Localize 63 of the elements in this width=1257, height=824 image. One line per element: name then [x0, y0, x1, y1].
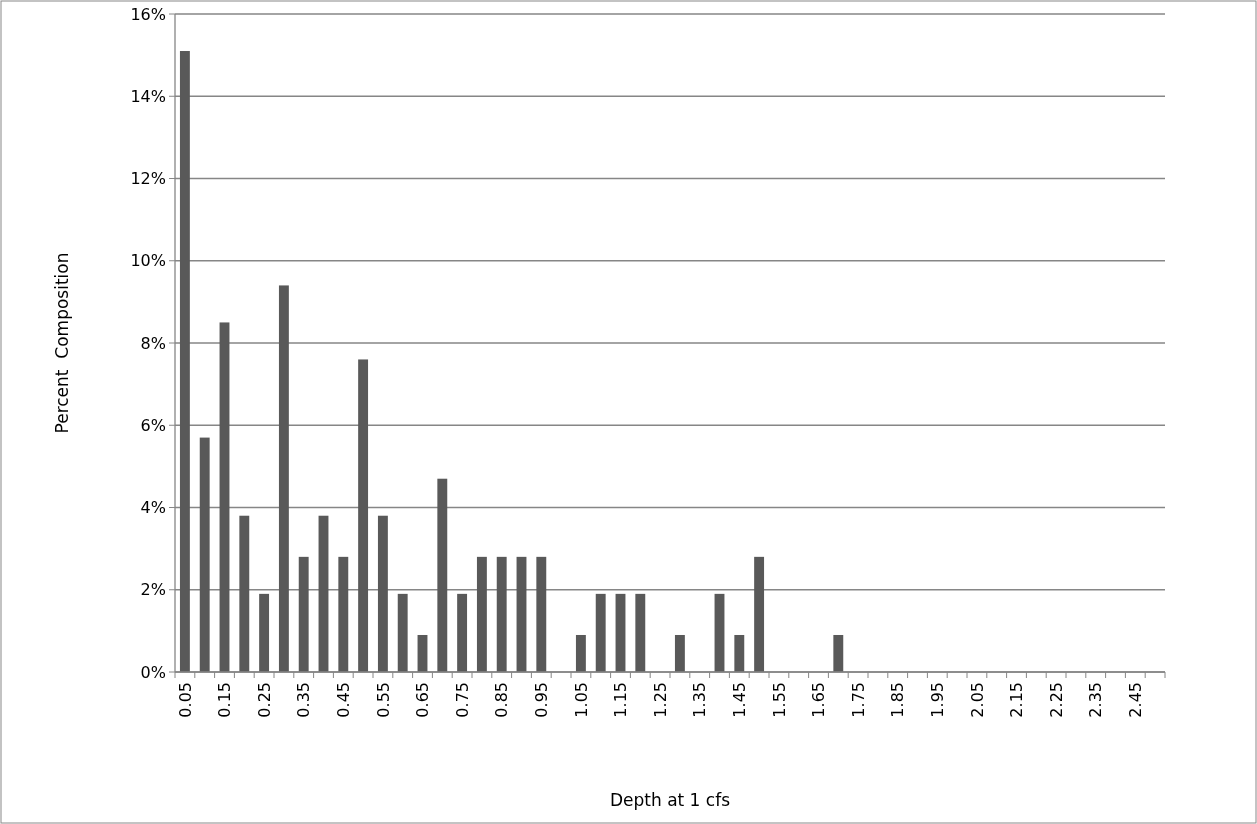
- x-tick-label: 0.25: [254, 682, 274, 718]
- x-tick-label: 1.85: [888, 682, 908, 718]
- y-tick-label: 16%: [130, 4, 166, 24]
- bar: [259, 593, 270, 672]
- x-tick-label: 1.75: [848, 682, 868, 718]
- bar: [833, 634, 844, 672]
- bar: [377, 515, 388, 672]
- x-tick-label: 0.45: [333, 682, 353, 718]
- bar: [457, 593, 468, 672]
- x-tick-label: 2.35: [1086, 682, 1106, 718]
- bar: [239, 515, 250, 672]
- bar: [496, 556, 507, 672]
- y-tick-label: 6%: [140, 415, 166, 435]
- y-tick-label: 10%: [130, 251, 166, 271]
- x-tick-label: 0.65: [413, 682, 433, 718]
- bar: [615, 593, 626, 672]
- x-tick-label: 2.05: [967, 682, 987, 718]
- bar: [179, 51, 190, 672]
- bar: [516, 556, 527, 672]
- x-tick-label: 1.95: [927, 682, 947, 718]
- x-tick-label: 0.85: [492, 682, 512, 718]
- y-tick-label: 0%: [140, 662, 166, 682]
- bar: [754, 556, 765, 672]
- x-tick-label: 0.05: [175, 682, 195, 718]
- bar: [734, 634, 745, 672]
- x-tick-label: 0.95: [531, 682, 551, 718]
- bar: [318, 515, 329, 672]
- y-tick-label: 12%: [130, 169, 166, 189]
- x-tick-label: 1.55: [769, 682, 789, 718]
- x-tick-label: 0.75: [452, 682, 472, 718]
- x-tick-label: 1.65: [809, 682, 829, 718]
- x-tick-label: 1.15: [611, 682, 631, 718]
- bar: [199, 437, 210, 672]
- bar: [397, 593, 408, 672]
- x-tick-label: 0.35: [294, 682, 314, 718]
- bar: [575, 634, 586, 672]
- bar: [595, 593, 606, 672]
- x-tick-label: 1.45: [729, 682, 749, 718]
- x-tick-label: 0.55: [373, 682, 393, 718]
- bar: [635, 593, 646, 672]
- x-tick-label: 1.25: [650, 682, 670, 718]
- bar: [437, 478, 448, 672]
- bar: [219, 322, 230, 672]
- x-tick-label: 2.25: [1046, 682, 1066, 718]
- y-tick-label: 4%: [140, 498, 166, 518]
- y-tick-label: 2%: [140, 580, 166, 600]
- x-tick-label: 0.15: [215, 682, 235, 718]
- x-tick-label: 2.45: [1125, 682, 1145, 718]
- x-tick-label: 1.05: [571, 682, 591, 718]
- bar: [674, 634, 685, 672]
- bar: [278, 285, 289, 672]
- bar: [298, 556, 309, 672]
- bar: [358, 359, 369, 672]
- x-axis-title: Depth at 1 cfs: [609, 790, 731, 810]
- bar: [338, 556, 349, 672]
- y-tick-label: 8%: [140, 333, 166, 353]
- bar: [536, 556, 547, 672]
- bar: [476, 556, 487, 672]
- bar: [714, 593, 725, 672]
- x-tick-label: 2.15: [1007, 682, 1027, 718]
- y-axis-title: Percent Composition: [52, 252, 72, 434]
- x-tick-label: 1.35: [690, 682, 710, 718]
- y-tick-label: 14%: [130, 86, 166, 106]
